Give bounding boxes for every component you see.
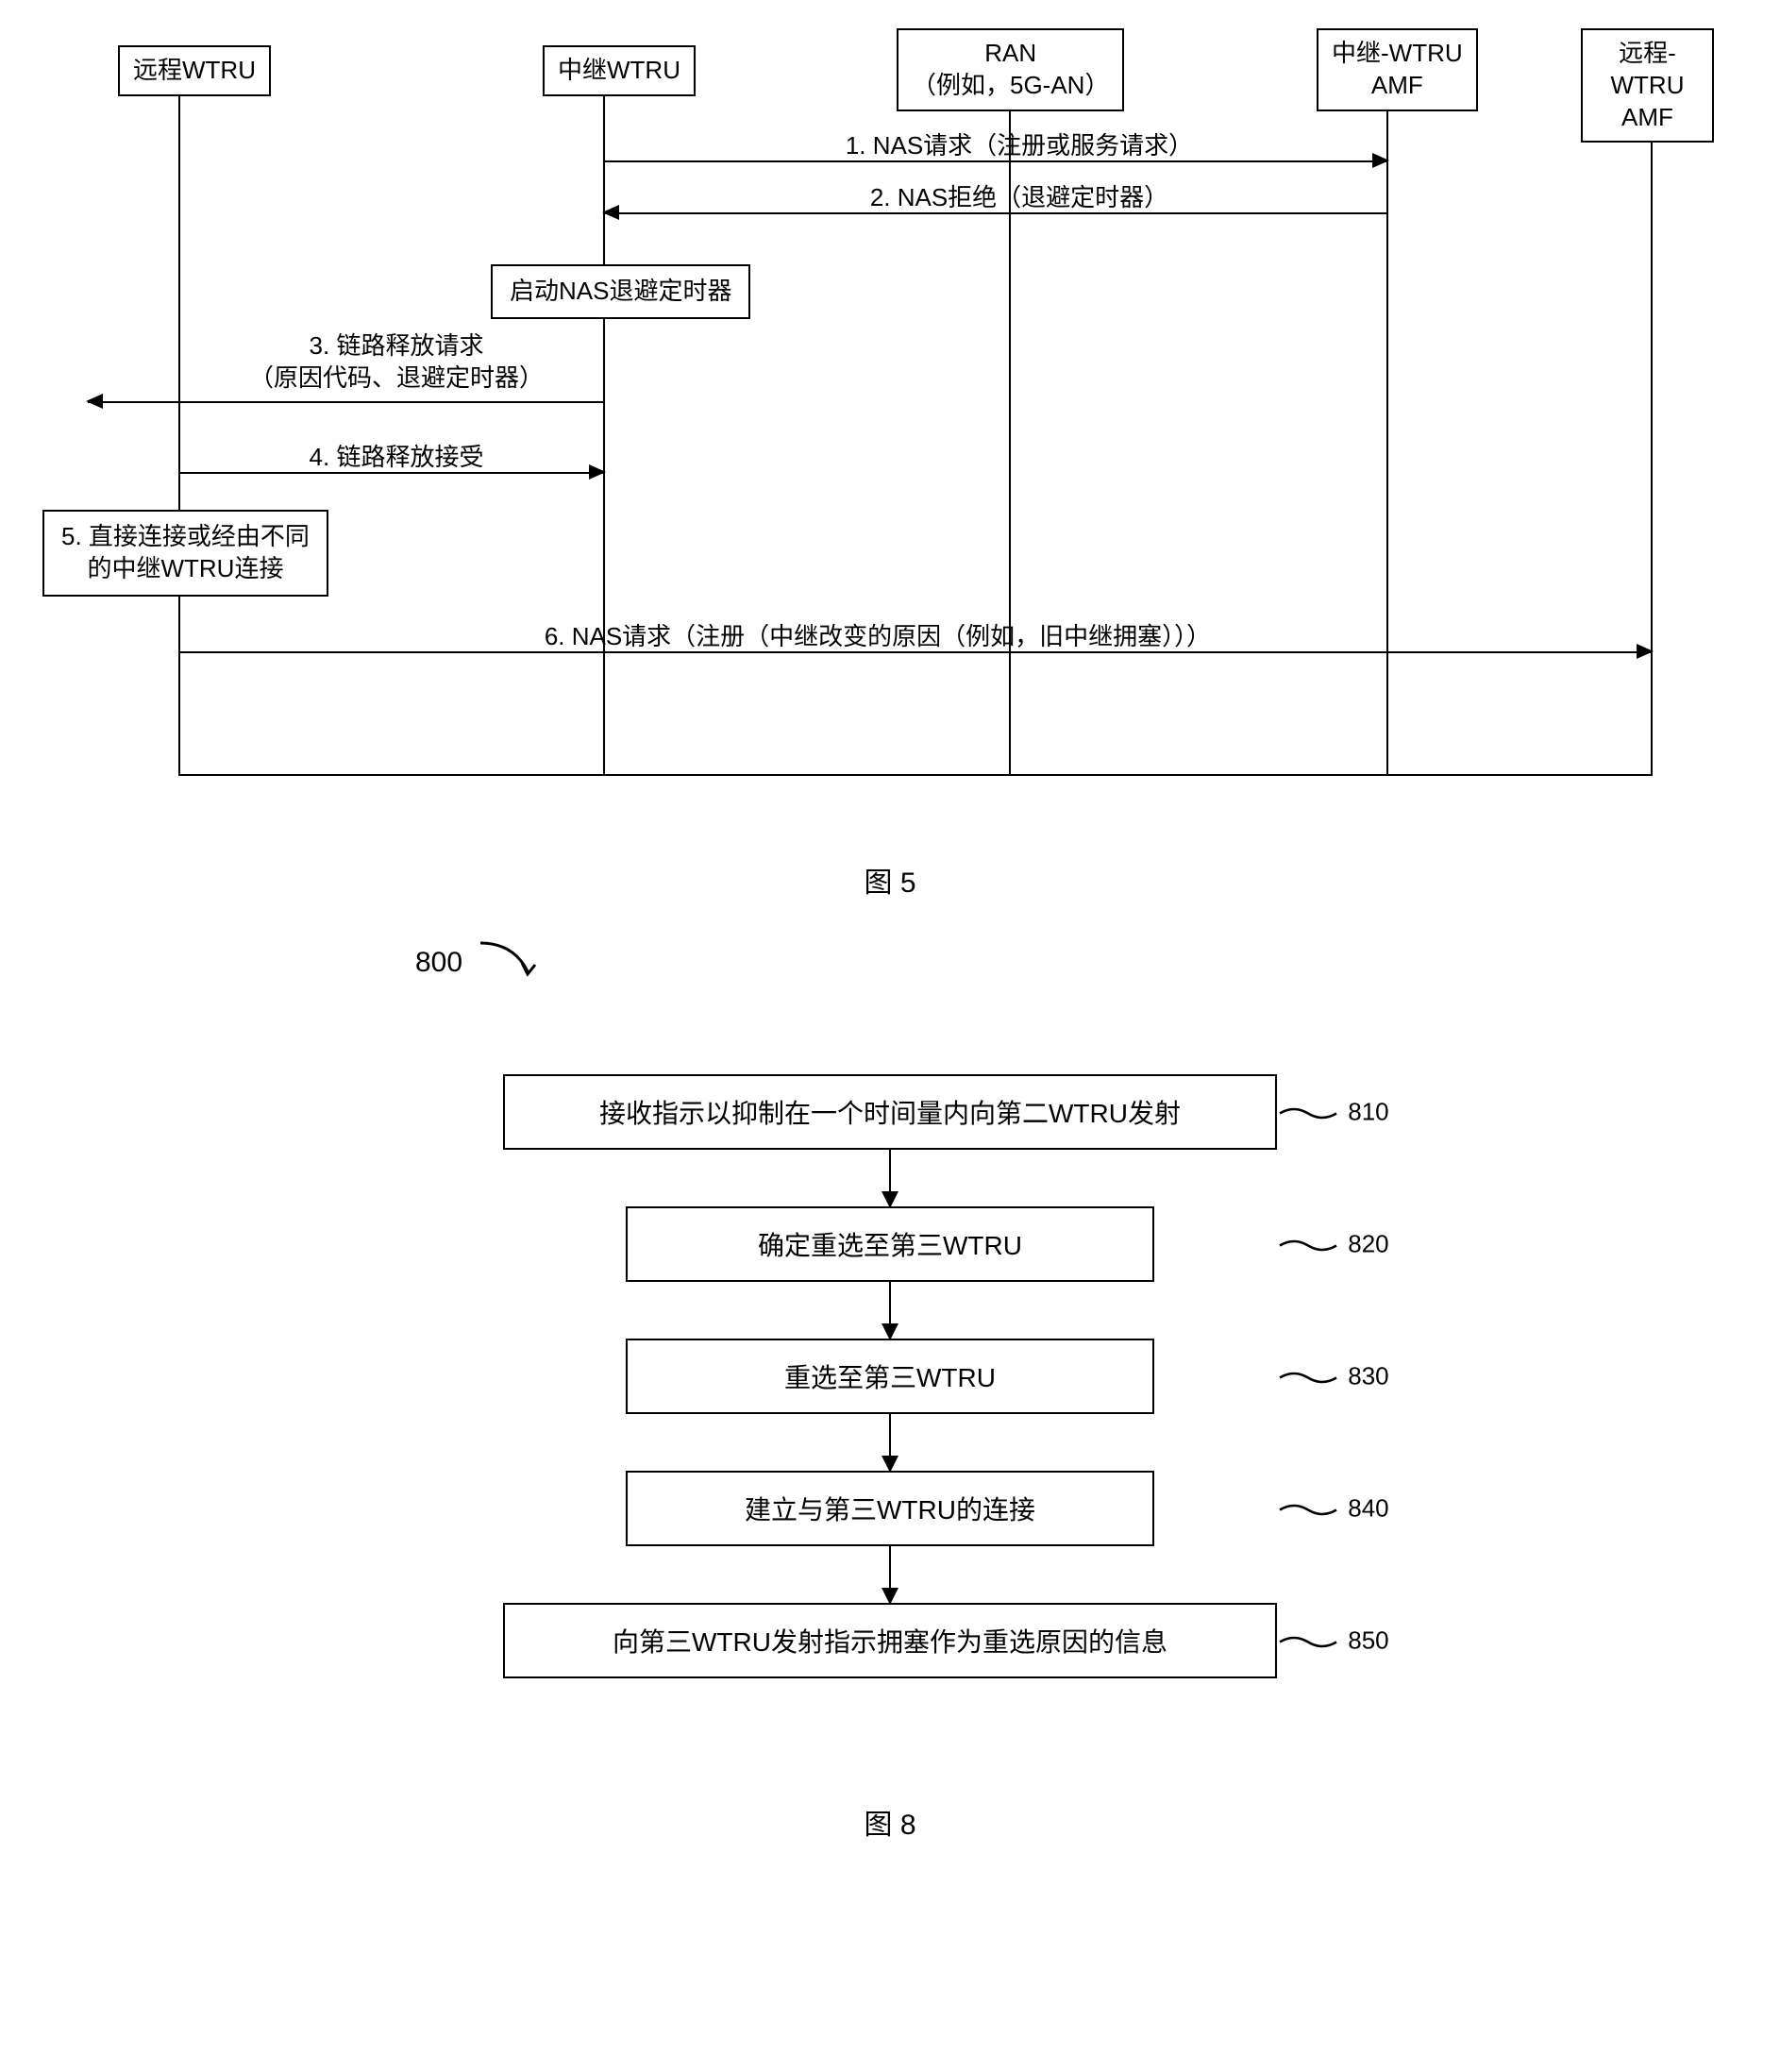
msg1-label: 1. NAS请求（注册或服务请求） xyxy=(727,130,1312,162)
step-810: 接收指示以抑制在一个时间量内向第二WTRU发射 810 xyxy=(503,1074,1277,1150)
start-nas-backoff-box: 启动NAS退避定时器 xyxy=(491,264,750,319)
step-820-ref: 820 xyxy=(1275,1230,1389,1259)
msg6-label: 6. NAS请求（注册（中继改变的原因（例如，旧中继拥塞））） xyxy=(359,621,1397,653)
step-820-text: 确定重选至第三WTRU xyxy=(758,1231,1022,1260)
step-810-text: 接收指示以抑制在一个时间量内向第二WTRU发射 xyxy=(599,1099,1181,1128)
msg2-arrow xyxy=(602,205,619,220)
msg4-label: 4. 链路释放接受 xyxy=(255,442,538,474)
msg1-line xyxy=(604,160,1387,162)
curved-arrow-icon xyxy=(476,938,542,989)
ref-800: 800 xyxy=(415,938,1714,989)
step-810-ref: 810 xyxy=(1275,1098,1389,1127)
bottom-connector xyxy=(178,774,1653,776)
msg4-line xyxy=(179,472,604,474)
step-840-ref: 840 xyxy=(1275,1494,1389,1524)
actor-ran: RAN （例如，5G-AN） xyxy=(897,28,1124,111)
step-830-text: 重选至第三WTRU xyxy=(784,1363,996,1392)
step-850-text: 向第三WTRU发射指示拥塞作为重选原因的信息 xyxy=(613,1627,1167,1657)
step-840: 建立与第三WTRU的连接 840 xyxy=(626,1471,1154,1546)
arrow-2 xyxy=(889,1282,891,1339)
actor-relay-wtru: 中继WTRU xyxy=(543,45,696,96)
lifeline-remote-amf xyxy=(1651,94,1653,774)
msg6-line xyxy=(179,651,1652,653)
step-840-text: 建立与第三WTRU的连接 xyxy=(745,1495,1035,1525)
flowchart-body: 接收指示以抑制在一个时间量内向第二WTRU发射 810 确定重选至第三WTRU … xyxy=(66,1074,1714,1678)
msg2-label: 2. NAS拒绝（退避定时器） xyxy=(774,182,1265,214)
msg6-arrow xyxy=(1637,644,1654,659)
step-830: 重选至第三WTRU 830 xyxy=(626,1339,1154,1414)
step-850-ref: 850 xyxy=(1275,1626,1389,1656)
step-850: 向第三WTRU发射指示拥塞作为重选原因的信息 850 xyxy=(503,1603,1277,1678)
step5-box: 5. 直接连接或经由不同 的中继WTRU连接 xyxy=(42,510,328,597)
step-820: 确定重选至第三WTRU 820 xyxy=(626,1206,1154,1282)
msg3-label: 3. 链路释放请求 （原因代码、退避定时器） xyxy=(217,330,576,395)
ref-800-text: 800 xyxy=(415,947,462,978)
arrow-1 xyxy=(889,1150,891,1206)
lifeline-relay-wtru xyxy=(603,94,605,774)
figure8-caption: 图 8 xyxy=(66,1801,1714,1843)
figure-8-flowchart: 800 接收指示以抑制在一个时间量内向第二WTRU发射 810 确定重选至第三W… xyxy=(66,938,1714,1843)
msg3-line xyxy=(88,401,604,403)
lifeline-relay-amf xyxy=(1386,94,1388,774)
arrow-3 xyxy=(889,1414,891,1471)
lifeline-remote-wtru xyxy=(178,94,180,774)
actor-remote-wtru: 远程WTRU xyxy=(118,45,271,96)
step-830-ref: 830 xyxy=(1275,1362,1389,1391)
actor-remote-amf: 远程-WTRU AMF xyxy=(1581,28,1714,143)
figure-5-sequence-diagram: 远程WTRU 中继WTRU RAN （例如，5G-AN） 中继-WTRU AMF… xyxy=(66,28,1714,821)
actor-relay-amf: 中继-WTRU AMF xyxy=(1317,28,1478,111)
figure5-caption: 图 5 xyxy=(66,859,1714,901)
msg4-arrow xyxy=(589,464,606,480)
msg3-arrow xyxy=(86,394,103,409)
msg1-arrow xyxy=(1372,153,1389,168)
arrow-4 xyxy=(889,1546,891,1603)
msg2-line xyxy=(604,212,1387,214)
